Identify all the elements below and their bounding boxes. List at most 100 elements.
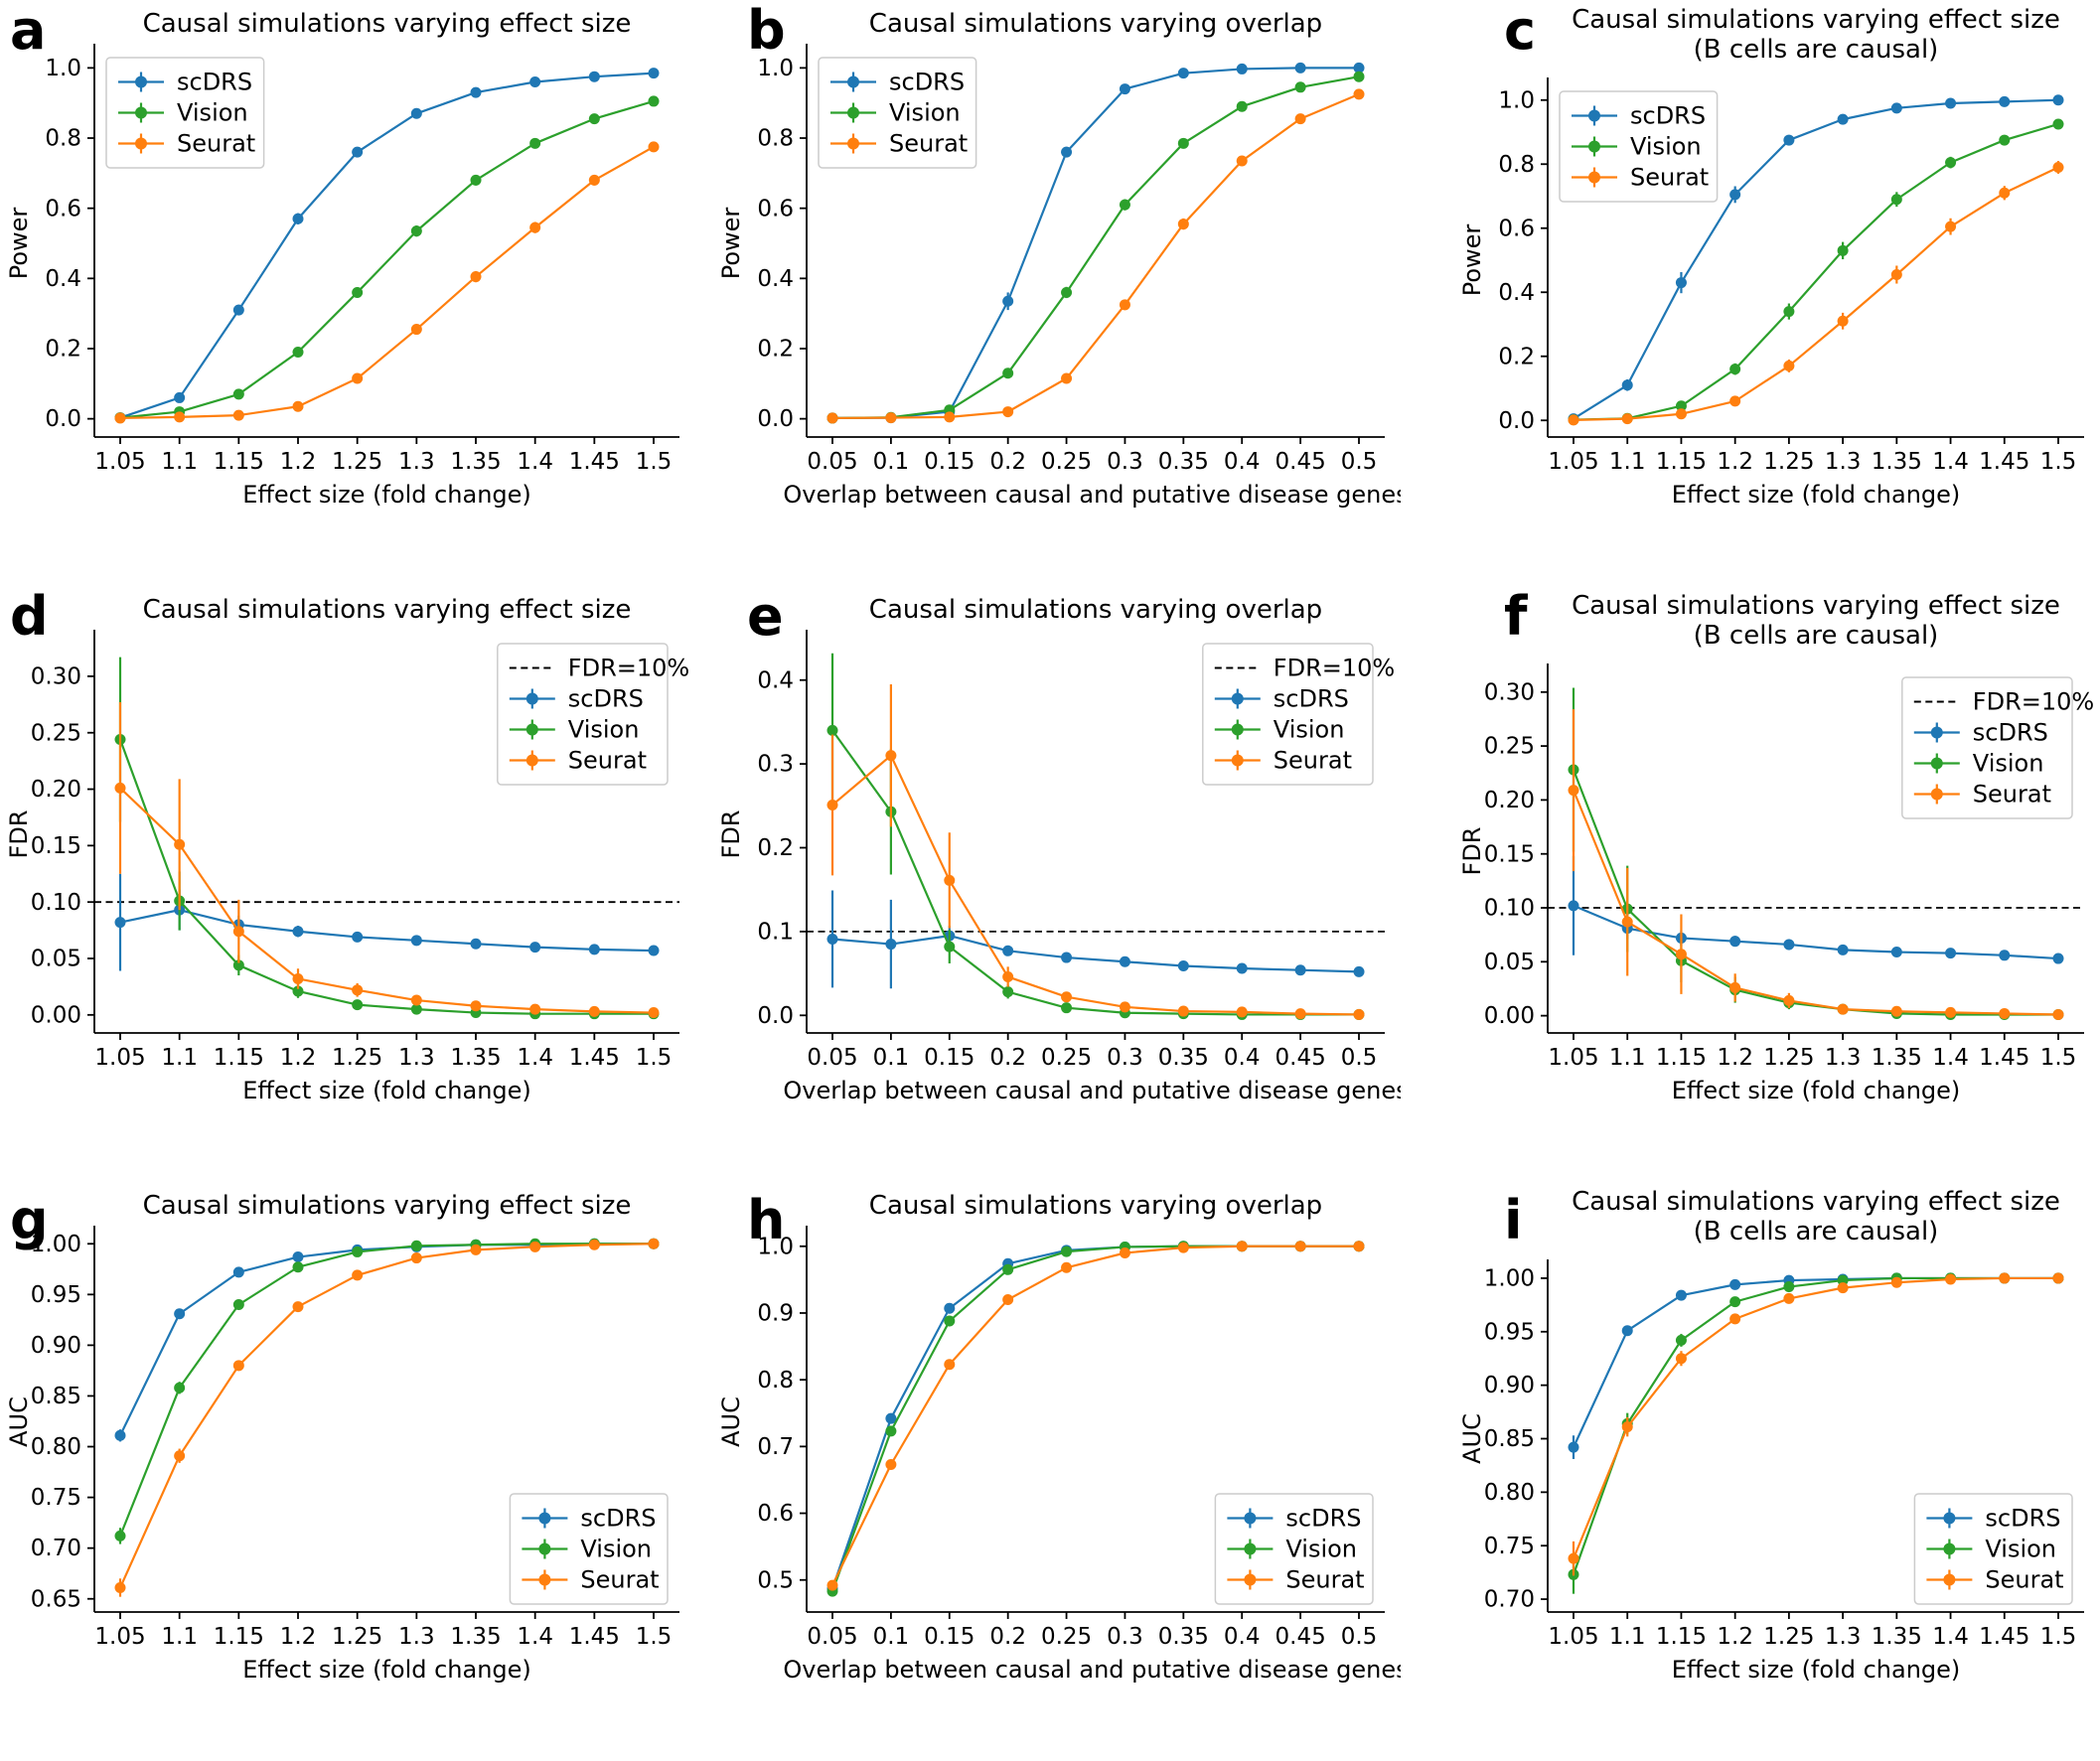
data-point <box>410 935 422 947</box>
data-point <box>1783 1292 1795 1304</box>
x-tick-label: 1.3 <box>1825 1624 1862 1650</box>
y-tick-label: 0.75 <box>31 1485 81 1511</box>
legend-label: Vision <box>177 98 248 126</box>
y-tick-label: 0.30 <box>31 663 81 689</box>
legend-marker <box>1588 171 1600 184</box>
data-point <box>470 938 482 950</box>
series-line-Vision <box>1573 122 2059 421</box>
x-tick-label: 1.5 <box>2040 449 2077 475</box>
legend-label: Vision <box>1274 715 1345 743</box>
x-tick-label: 1.5 <box>2040 1045 2077 1071</box>
data-point <box>944 1302 956 1314</box>
data-point <box>1675 277 1687 289</box>
data-point <box>1890 1276 1902 1288</box>
data-point <box>1621 413 1633 425</box>
data-point <box>1236 100 1248 112</box>
data-point <box>1568 414 1579 426</box>
legend-marker <box>1930 788 1943 801</box>
data-point <box>1945 948 1957 959</box>
data-point <box>1294 1008 1306 1020</box>
data-point <box>292 972 304 984</box>
data-point <box>1675 949 1687 960</box>
x-tick-label: 1.4 <box>1932 1045 1969 1071</box>
y-axis-label: FDR <box>5 810 33 859</box>
y-tick-label: 0.7 <box>757 1434 794 1460</box>
legend-marker <box>525 754 538 767</box>
data-point <box>1729 1278 1741 1290</box>
chart-auc-effect-size-bcells: Causal simulations varying effect size(B… <box>1458 1187 2084 1684</box>
chart-fdr-effect-size-bcells: Causal simulations varying effect size(B… <box>1458 591 2094 1104</box>
x-tick-label: 1.1 <box>1609 449 1646 475</box>
data-point <box>232 409 244 421</box>
x-tick-label: 1.45 <box>1979 1624 2029 1650</box>
x-tick-label: 0.1 <box>873 1045 910 1071</box>
y-tick-label: 0.20 <box>31 777 81 803</box>
data-point <box>648 1007 660 1019</box>
legend-marker <box>1244 1542 1257 1555</box>
data-point <box>174 838 186 850</box>
chart-power-overlap: Causal simulations varying overlap 0.05 0.… <box>717 9 1401 509</box>
data-point <box>588 1239 600 1250</box>
panel-a: a Causal simulations varying effect size… <box>0 0 695 586</box>
data-point <box>470 271 482 283</box>
x-tick-label: 1.35 <box>1872 1624 1922 1650</box>
data-point <box>232 1266 244 1278</box>
data-point <box>292 1251 304 1263</box>
x-tick-label: 1.1 <box>1609 1624 1646 1650</box>
data-point <box>352 999 364 1011</box>
panel-h: h Causal simulations varying overlap 0.05… <box>695 1182 1401 1761</box>
data-point <box>232 304 244 316</box>
data-point <box>826 933 838 945</box>
data-point <box>944 411 956 423</box>
x-tick-label: 0.1 <box>873 1624 910 1650</box>
data-point <box>114 782 126 794</box>
legend-label: scDRS <box>177 68 252 95</box>
x-tick-label: 0.25 <box>1041 449 1092 475</box>
y-tick-label: 0.8 <box>45 126 81 152</box>
x-tick-label: 0.1 <box>873 449 910 475</box>
y-tick-label: 0.80 <box>1484 1480 1535 1506</box>
data-point <box>588 174 600 186</box>
y-tick-label: 1.0 <box>1498 87 1535 113</box>
x-tick-label: 1.1 <box>1609 1045 1646 1071</box>
x-tick-label: 0.15 <box>924 1624 975 1650</box>
panel-letter-e: e <box>747 586 784 648</box>
data-point <box>529 1241 541 1252</box>
data-point <box>2052 94 2064 106</box>
data-point <box>410 1240 422 1251</box>
data-point <box>588 113 600 125</box>
data-point <box>352 931 364 943</box>
x-tick-label: 1.25 <box>1763 449 1814 475</box>
x-axis-label: Effect size (fold change) <box>242 1656 531 1684</box>
legend-label: Vision <box>1973 749 2044 777</box>
legend-label: FDR=10% <box>568 654 689 681</box>
legend-marker <box>1588 109 1600 122</box>
data-point <box>292 926 304 938</box>
data-point <box>1783 134 1795 146</box>
panel-e: e Causal simulations varying overlap 0.05… <box>695 586 1401 1182</box>
x-tick-label: 0.4 <box>1224 1624 1261 1650</box>
data-point <box>1177 959 1189 971</box>
data-point <box>1729 1296 1741 1308</box>
data-point <box>944 1359 956 1371</box>
data-point <box>352 286 364 298</box>
x-tick-label: 0.2 <box>989 449 1026 475</box>
data-point <box>410 1252 422 1264</box>
data-point <box>1002 295 1014 307</box>
data-point <box>944 874 956 886</box>
x-tick-label: 1.25 <box>332 449 382 475</box>
x-tick-label: 0.15 <box>924 449 975 475</box>
y-tick-label: 0.75 <box>1484 1534 1535 1559</box>
data-point <box>1294 1241 1306 1252</box>
x-tick-label: 1.35 <box>450 1045 501 1071</box>
data-point <box>174 411 186 423</box>
data-point <box>1568 1552 1579 1564</box>
data-point <box>1945 220 1957 232</box>
data-point <box>1675 1289 1687 1301</box>
legend-marker <box>525 723 538 736</box>
data-point <box>1353 1008 1365 1020</box>
x-tick-label: 1.25 <box>332 1045 382 1071</box>
x-axis-label: Effect size (fold change) <box>1672 1656 1961 1684</box>
data-point <box>1294 113 1306 125</box>
legend-marker <box>847 106 859 119</box>
